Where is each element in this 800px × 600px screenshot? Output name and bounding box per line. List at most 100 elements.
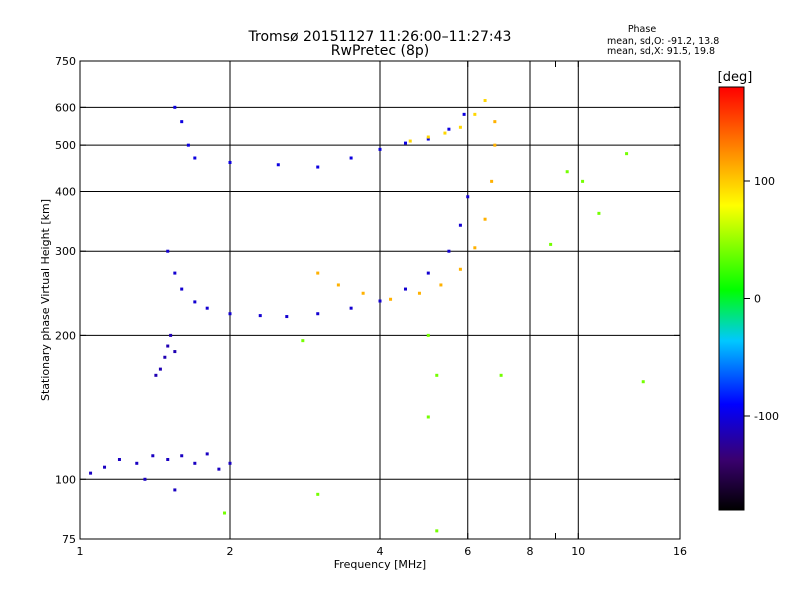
data-point (426, 333, 430, 337)
data-point (408, 139, 412, 143)
data-point (349, 156, 353, 160)
data-point (458, 125, 462, 129)
data-point (228, 312, 232, 316)
colorbar (718, 86, 745, 511)
data-point (285, 315, 289, 319)
data-point (316, 165, 320, 169)
y-tick-label: 200 (55, 329, 76, 342)
x-axis: 1 2 4 6 8 10 16 (77, 61, 687, 558)
data-point (466, 195, 470, 199)
grid (80, 61, 680, 539)
data-point (389, 297, 393, 301)
data-point (316, 271, 320, 275)
y-axis: 75 100 200 300 400 500 600 750 (55, 55, 680, 546)
data-points (89, 99, 645, 533)
data-point (426, 135, 430, 139)
data-point (483, 217, 487, 221)
data-point (499, 373, 503, 377)
data-point (483, 99, 487, 103)
colorbar-unit: [deg] (718, 70, 753, 85)
data-point (193, 461, 197, 465)
stats-o-line: mean, sd,O: -91.2, 13.8 (607, 36, 719, 47)
colorbar-tick-label: 100 (754, 175, 775, 188)
data-point (458, 267, 462, 271)
data-point (143, 477, 147, 481)
data-point (89, 471, 93, 475)
y-tick-label: 750 (55, 55, 76, 68)
x-tick-label: 6 (464, 545, 471, 558)
data-point (549, 242, 553, 246)
data-point (565, 170, 569, 174)
data-point (641, 380, 645, 384)
y-tick-label: 400 (55, 185, 76, 198)
data-point (173, 105, 177, 109)
data-point (378, 147, 382, 151)
data-point (447, 249, 451, 253)
data-point (103, 465, 107, 469)
data-point (117, 457, 121, 461)
data-point (169, 333, 173, 337)
data-point (276, 163, 280, 167)
y-tick-label: 300 (55, 245, 76, 258)
data-point (217, 467, 221, 471)
data-point (223, 511, 227, 515)
data-point (458, 223, 462, 227)
stats-x-line: mean, sd,X: 91.5, 19.8 (607, 46, 715, 57)
data-point (173, 488, 177, 492)
data-point (166, 344, 170, 348)
y-tick-label: 75 (62, 533, 76, 546)
data-point (316, 312, 320, 316)
data-point (493, 143, 497, 147)
data-point (426, 137, 430, 141)
x-tick-label: 1 (77, 545, 84, 558)
data-point (443, 131, 447, 135)
data-point (581, 179, 585, 183)
data-point (336, 283, 340, 287)
data-point (426, 415, 430, 419)
data-point (316, 492, 320, 496)
data-point (473, 246, 477, 250)
colorbar-tick-label: 0 (754, 293, 761, 306)
data-point (166, 457, 170, 461)
data-point (435, 529, 439, 533)
data-point (597, 211, 601, 215)
x-tick-label: 4 (377, 545, 384, 558)
data-point (258, 314, 262, 318)
data-point (205, 306, 209, 310)
data-point (361, 291, 365, 295)
colorbar-ticks: -100 0 100 (744, 175, 779, 423)
data-point (349, 306, 353, 310)
data-point (301, 339, 305, 343)
data-point (490, 179, 494, 183)
data-point (163, 355, 167, 359)
data-point (417, 291, 421, 295)
data-point (439, 283, 443, 287)
colorbar-tick-label: -100 (754, 410, 779, 423)
data-point (158, 367, 162, 371)
data-point (228, 160, 232, 164)
data-point (435, 373, 439, 377)
data-point (180, 454, 184, 458)
chart-title: Tromsø 20151127 11:26:00–11:27:43 (248, 29, 512, 45)
data-point (173, 271, 177, 275)
data-point (180, 287, 184, 291)
data-point (166, 249, 170, 253)
data-point (228, 461, 232, 465)
y-tick-label: 500 (55, 139, 76, 152)
x-tick-label: 2 (227, 545, 234, 558)
data-point (462, 112, 466, 116)
data-point (154, 373, 158, 377)
data-point (186, 143, 190, 147)
y-tick-label: 100 (55, 473, 76, 486)
stats-heading: Phase (628, 24, 657, 35)
data-point (403, 141, 407, 145)
data-point (193, 156, 197, 160)
data-point (205, 452, 209, 456)
data-point (447, 127, 451, 131)
data-point (473, 112, 477, 116)
data-point (193, 300, 197, 304)
data-point (135, 461, 139, 465)
y-axis-label: Stationary phase Virtual Height [km] (39, 199, 52, 401)
x-tick-label: 10 (571, 545, 585, 558)
